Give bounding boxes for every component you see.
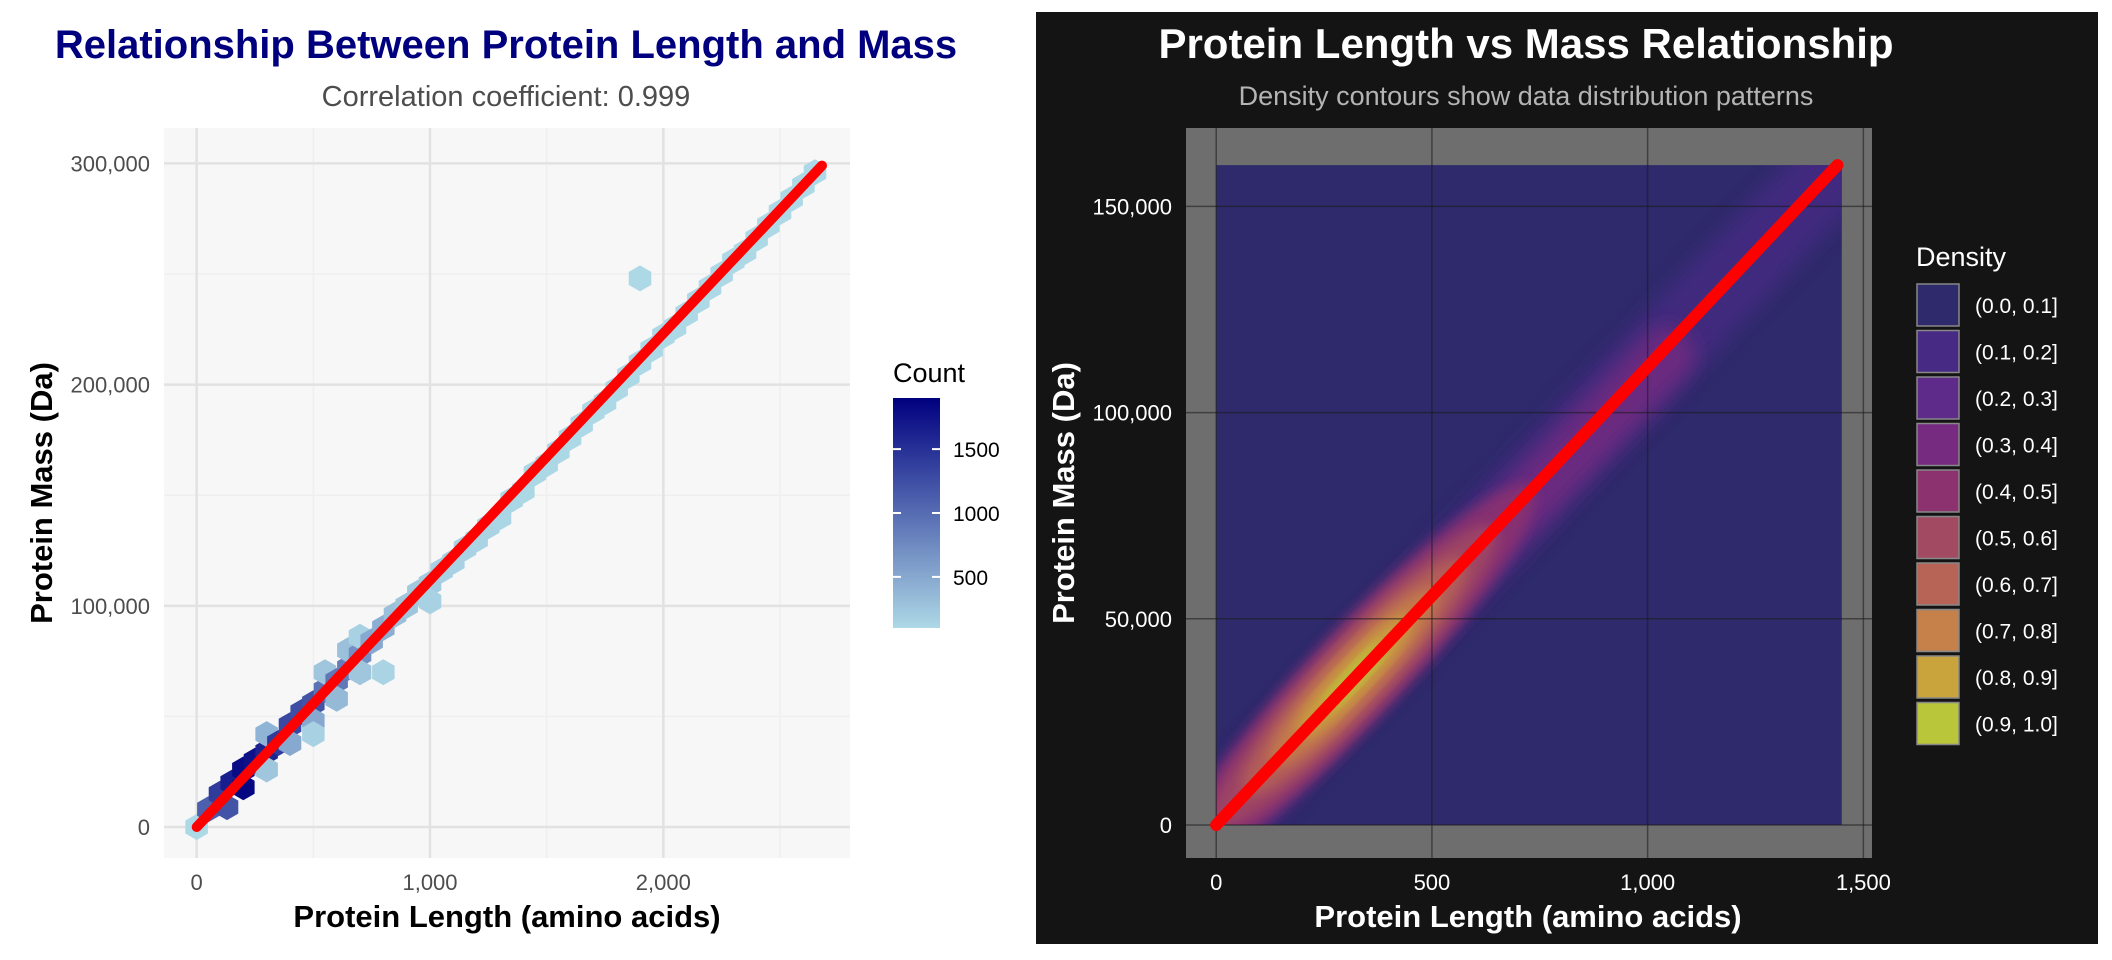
right-x-tick-label: 1,500 <box>1836 870 1891 895</box>
hexbin <box>418 588 442 615</box>
right-legend-label: (0.5, 0.6] <box>1975 528 2058 551</box>
hexbin <box>628 265 652 292</box>
right-fit-line <box>1210 159 1844 832</box>
left-legend-label: 1000 <box>953 503 1000 526</box>
right-legend-swatch <box>1916 655 1960 699</box>
right-legend: Density (0.0, 0.1](0.1, 0.2](0.2, 0.3](0… <box>1916 242 2058 746</box>
right-legend-swatch <box>1916 283 1960 327</box>
right-legend-swatch <box>1916 329 1960 374</box>
right-legend-label: (0.0, 0.1] <box>1975 295 2058 318</box>
hexbin-chart: Relationship Between Protein Length and … <box>24 23 1000 934</box>
left-legend-labels: 1500 1000 500 <box>893 439 1000 590</box>
right-legend-label: (0.4, 0.5] <box>1975 481 2058 504</box>
left-legend-label: 1500 <box>953 439 1000 462</box>
right-legend-label: (0.8, 0.9] <box>1975 667 2058 690</box>
right-y-tick-label: 0 <box>1160 813 1172 838</box>
right-chart-subtitle: Density contours show data distribution … <box>1239 81 1814 111</box>
right-x-tick-label: 500 <box>1414 870 1451 895</box>
hexbin <box>372 659 395 686</box>
left-fit-line <box>191 160 827 833</box>
right-y-tick-label: 100,000 <box>1092 401 1172 426</box>
right-legend-swatch <box>1916 608 1960 653</box>
hexbin <box>302 721 325 748</box>
left-legend: Count 1500 1000 500 <box>893 358 1000 628</box>
right-y-tick-label: 50,000 <box>1105 607 1172 632</box>
right-legend-swatch <box>1916 376 1960 420</box>
left-tick-labels: 0 1,000 2,000 0 100,000 200,000 300,000 <box>70 151 690 895</box>
right-x-tick-label: 0 <box>1210 870 1222 895</box>
right-tick-labels: 0 500 1,000 1,500 0 50,000 100,000 150,000 <box>1092 194 1890 895</box>
right-legend-label: (0.6, 0.7] <box>1975 574 2058 597</box>
right-legend-swatch <box>1916 701 1960 746</box>
left-x-axis-label: Protein Length (amino acids) <box>293 899 720 934</box>
left-y-tick-label: 100,000 <box>70 594 150 619</box>
right-legend-label: (0.2, 0.3] <box>1975 388 2058 411</box>
right-grid <box>1186 128 1872 858</box>
right-legend-swatch <box>1916 469 1960 513</box>
right-legend-label: (0.7, 0.8] <box>1975 621 2058 644</box>
left-x-tick-label: 1,000 <box>402 870 457 895</box>
right-legend-title: Density <box>1916 242 2007 272</box>
left-x-tick-label: 2,000 <box>636 870 691 895</box>
hexbin <box>325 685 348 712</box>
right-chart-title: Protein Length vs Mass Relationship <box>1158 20 1893 67</box>
left-chart-subtitle: Correlation coefficient: 0.999 <box>322 81 691 113</box>
right-x-axis-label: Protein Length (amino acids) <box>1314 899 1741 934</box>
left-y-tick-label: 300,000 <box>70 151 150 176</box>
left-y-axis-label: Protein Mass (Da) <box>24 362 59 624</box>
right-legend-label: (0.3, 0.4] <box>1975 435 2058 458</box>
left-chart-title: Relationship Between Protein Length and … <box>55 23 957 67</box>
left-x-tick-label: 0 <box>191 870 203 895</box>
left-y-tick-label: 200,000 <box>70 373 150 398</box>
left-legend-label: 500 <box>953 567 988 590</box>
right-legend-swatch <box>1916 515 1960 560</box>
right-legend-swatch <box>1916 562 1960 606</box>
right-y-axis-label: Protein Mass (Da) <box>1046 362 1081 624</box>
left-y-tick-label: 0 <box>138 815 150 840</box>
right-y-tick-label: 150,000 <box>1092 194 1172 219</box>
left-legend-title: Count <box>893 358 966 388</box>
density-chart: Protein Length vs Mass Relationship Dens… <box>1046 20 2058 934</box>
right-legend-swatch <box>1916 422 1960 467</box>
right-legend-label: (0.1, 0.2] <box>1975 342 2058 365</box>
left-grid <box>164 128 850 858</box>
right-legend-items: (0.0, 0.1] (0.1, 0.2] (0.2, 0.3] (0.3, 0.4]… <box>1916 283 2058 746</box>
right-legend-label: (0.9, 1.0] <box>1975 714 2058 737</box>
right-x-tick-label: 1,000 <box>1620 870 1675 895</box>
